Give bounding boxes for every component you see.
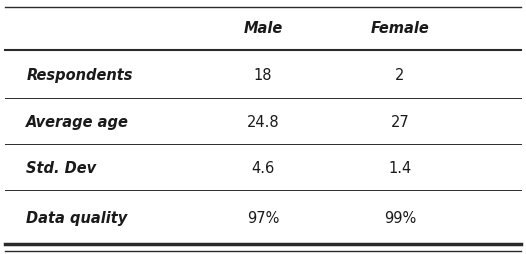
Text: Female: Female bbox=[370, 21, 429, 35]
Text: Average age: Average age bbox=[26, 115, 129, 129]
Text: Std. Dev: Std. Dev bbox=[26, 160, 96, 175]
Text: 24.8: 24.8 bbox=[247, 115, 279, 129]
Text: 99%: 99% bbox=[383, 210, 416, 225]
Text: 97%: 97% bbox=[247, 210, 279, 225]
Text: Respondents: Respondents bbox=[26, 68, 133, 82]
Text: 1.4: 1.4 bbox=[388, 160, 411, 175]
Text: 27: 27 bbox=[390, 115, 409, 129]
Text: Data quality: Data quality bbox=[26, 210, 127, 225]
Text: 2: 2 bbox=[395, 68, 404, 82]
Text: 4.6: 4.6 bbox=[251, 160, 275, 175]
Text: Male: Male bbox=[244, 21, 282, 35]
Text: 18: 18 bbox=[254, 68, 272, 82]
